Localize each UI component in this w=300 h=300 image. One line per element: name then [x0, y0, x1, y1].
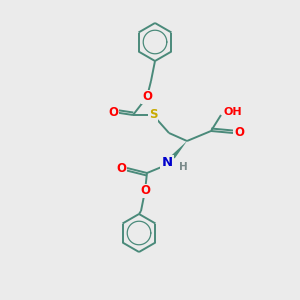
Text: O: O: [234, 127, 244, 140]
Text: O: O: [140, 184, 150, 197]
Text: O: O: [142, 91, 152, 103]
Text: N: N: [161, 157, 172, 169]
Text: S: S: [149, 109, 157, 122]
Text: H: H: [178, 162, 188, 172]
Text: OH: OH: [224, 107, 243, 117]
Text: O: O: [108, 106, 118, 118]
Polygon shape: [171, 141, 187, 158]
Text: O: O: [116, 161, 126, 175]
